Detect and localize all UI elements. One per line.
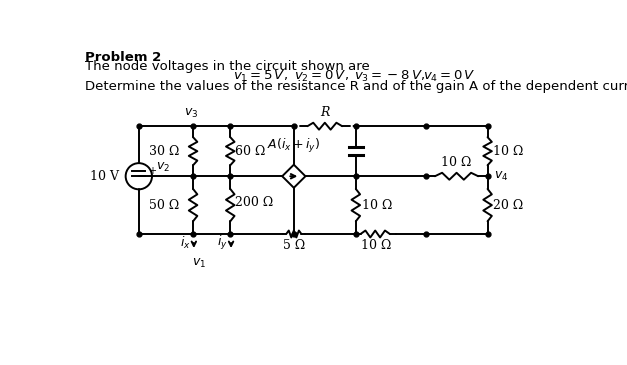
Text: Problem 2: Problem 2 — [85, 51, 161, 64]
Text: 5 Ω: 5 Ω — [283, 239, 305, 251]
Text: $v_4$: $v_4$ — [494, 170, 508, 183]
Text: $i_y$: $i_y$ — [217, 234, 228, 252]
Text: $v_1 = 5\,V,$: $v_1 = 5\,V,$ — [233, 69, 288, 84]
Text: 60 Ω: 60 Ω — [235, 145, 265, 158]
Text: R: R — [320, 106, 330, 119]
Text: $v_2 = 0\,V,$: $v_2 = 0\,V,$ — [294, 69, 349, 84]
Text: $v_1$: $v_1$ — [192, 257, 206, 270]
Text: 50 Ω: 50 Ω — [149, 199, 179, 212]
Text: $v_3$: $v_3$ — [184, 107, 199, 120]
Text: 200 Ω: 200 Ω — [235, 196, 273, 209]
Text: 10 Ω: 10 Ω — [493, 145, 524, 158]
Text: 20 Ω: 20 Ω — [493, 199, 524, 212]
Text: $v_4 = 0\,V$: $v_4 = 0\,V$ — [423, 69, 476, 84]
Text: $A(i_x + i_y)$: $A(i_x + i_y)$ — [267, 137, 320, 155]
Text: $i_x$: $i_x$ — [180, 235, 191, 251]
Text: 10 Ω: 10 Ω — [361, 239, 391, 251]
Text: 30 Ω: 30 Ω — [149, 145, 179, 158]
Text: 10 Ω: 10 Ω — [441, 156, 472, 169]
Text: $v_3 = -8\,V,$: $v_3 = -8\,V,$ — [354, 69, 424, 84]
Text: +: + — [148, 166, 155, 176]
Text: 10 V: 10 V — [90, 170, 120, 183]
Text: $v_2$: $v_2$ — [156, 161, 170, 174]
Text: The node voltages in the circuit shown are: The node voltages in the circuit shown a… — [85, 60, 369, 73]
Text: 10 Ω: 10 Ω — [362, 199, 393, 212]
Text: Determine the values of the resistance R and of the gain A of the dependent curr: Determine the values of the resistance R… — [85, 80, 627, 93]
